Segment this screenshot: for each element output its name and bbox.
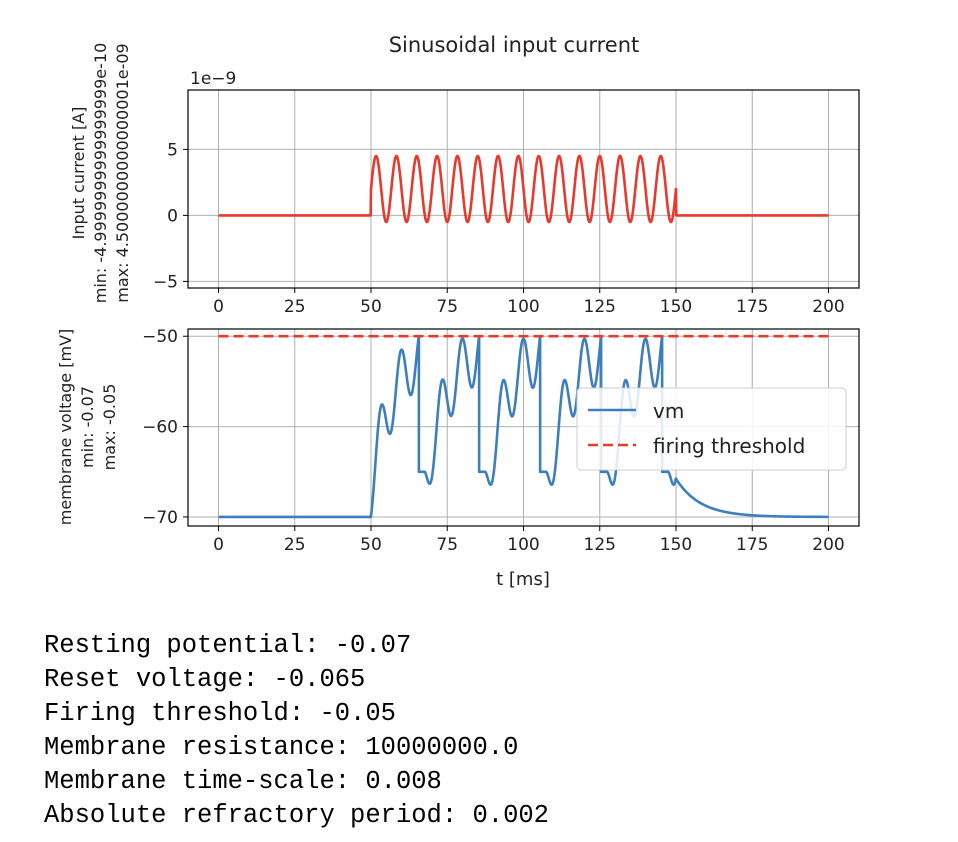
y-axis: −70 −60 −50 [142, 327, 188, 528]
y-tick-label: −5 [153, 272, 178, 292]
x-tick-label: 50 [360, 535, 382, 555]
param-membrane-time-scale: Membrane time-scale: 0.008 [44, 767, 442, 796]
plot-area [217, 154, 830, 224]
param-firing-threshold: Firing threshold: -0.05 [44, 699, 396, 728]
legend-label-threshold: firing threshold [653, 434, 805, 458]
y-tick-label: 0 [167, 206, 178, 226]
y-tick-label: −60 [142, 418, 178, 438]
y-tick-label: 5 [167, 140, 178, 160]
x-tick-label: 200 [812, 535, 844, 555]
y-axis-label-line: max: 4.5000000000000001e-09 [113, 43, 132, 302]
y-axis-label-line: Input current [A] [69, 107, 88, 240]
x-tick-label: 100 [507, 297, 539, 317]
y-axis-label-line: min: -4.9999999999999999e-10 [91, 43, 110, 304]
x-tick-label: 75 [436, 535, 458, 555]
y-axis-label-line: membrane voltage [mV] [56, 329, 75, 526]
chart-title: Sinusoidal input current [389, 33, 640, 57]
input-current-panel: Sinusoidal input current 1e−9 Input curr… [69, 33, 860, 317]
x-tick-label: 150 [660, 535, 692, 555]
x-tick-label: 0 [213, 535, 224, 555]
x-tick-label: 175 [736, 535, 768, 555]
y-axis: −5 0 5 [153, 140, 188, 292]
param-membrane-resistance: Membrane resistance: 10000000.0 [44, 733, 519, 762]
x-tick-label: 100 [507, 535, 539, 555]
y-axis-label: membrane voltage [mV] min: -0.07 max: -0… [56, 329, 119, 526]
membrane-voltage-panel: membrane voltage [mV] min: -0.07 max: -0… [56, 327, 860, 590]
x-tick-label: 25 [284, 535, 306, 555]
x-axis-label: t [ms] [496, 569, 550, 590]
x-tick-label: 200 [812, 297, 844, 317]
x-tick-label: 125 [584, 535, 616, 555]
current-series-line [217, 154, 830, 224]
parameter-list: Resting potential: -0.07 Reset voltage: … [44, 629, 549, 833]
x-tick-label: 25 [284, 297, 306, 317]
x-axis: 0 25 50 75 100 125 150 175 200 [213, 288, 845, 317]
param-refractory-period: Absolute refractory period: 0.002 [44, 801, 549, 830]
figure: Sinusoidal input current 1e−9 Input curr… [56, 33, 860, 590]
x-axis: 0 25 50 75 100 125 150 175 200 [213, 526, 845, 555]
x-tick-label: 75 [436, 297, 458, 317]
x-tick-label: 150 [660, 297, 692, 317]
plot-area [217, 334, 830, 519]
param-resting-potential: Resting potential: -0.07 [44, 631, 412, 660]
x-tick-label: 175 [736, 297, 768, 317]
vm-series-line [217, 334, 830, 519]
y-tick-label: −70 [142, 508, 178, 528]
legend: vm firing threshold [576, 387, 847, 471]
y-axis-label-line: max: -0.05 [100, 384, 119, 471]
y-tick-label: −50 [142, 327, 178, 347]
param-reset-voltage: Reset voltage: -0.065 [44, 665, 366, 694]
legend-box [576, 387, 847, 471]
legend-label-vm: vm [653, 399, 684, 423]
y-offset-label: 1e−9 [190, 69, 236, 89]
y-axis-label-line: min: -0.07 [78, 386, 97, 468]
x-tick-label: 0 [213, 297, 224, 317]
x-tick-label: 125 [584, 297, 616, 317]
x-tick-label: 50 [360, 297, 382, 317]
y-axis-label: Input current [A] min: -4.99999999999999… [69, 43, 132, 304]
